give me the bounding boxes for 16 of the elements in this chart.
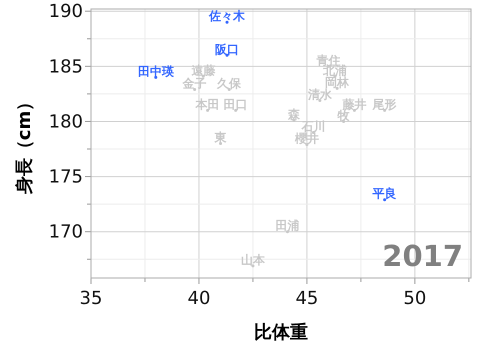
data-label: 佐々木 [208,9,246,24]
data-label: 平良 [372,186,397,201]
x-tick-label: 35 [80,288,102,309]
x-tick-label: 50 [403,288,426,309]
y-tick-label: 180 [48,111,83,132]
x-tick-label: 45 [295,288,318,309]
y-axis-title: 身長（cm） [14,92,35,196]
y-tick-label: 170 [48,222,83,243]
y-tick-label: 185 [48,56,83,78]
x-axis-title: 比体重 [254,322,308,343]
y-tick-label: 175 [48,166,83,188]
data-label: 田中瑛 [138,64,175,78]
y-tick-label: 190 [48,1,83,22]
x-tick-label: 40 [188,288,210,309]
data-label: 阪口 [215,42,240,56]
annotation: 2017 [382,239,463,273]
